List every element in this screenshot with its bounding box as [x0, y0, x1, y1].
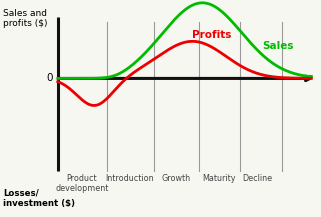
Text: Sales and
profits ($): Sales and profits ($) [3, 9, 48, 28]
Text: Product
development: Product development [55, 174, 108, 193]
Text: Sales: Sales [263, 41, 294, 51]
Text: Profits: Profits [192, 30, 231, 40]
Text: Introduction: Introduction [106, 174, 154, 182]
Text: Losses/
investment ($): Losses/ investment ($) [3, 189, 75, 208]
Text: Maturity: Maturity [202, 174, 236, 182]
Text: Growth: Growth [161, 174, 190, 182]
Text: Decline: Decline [242, 174, 272, 182]
Text: 0: 0 [47, 73, 53, 83]
